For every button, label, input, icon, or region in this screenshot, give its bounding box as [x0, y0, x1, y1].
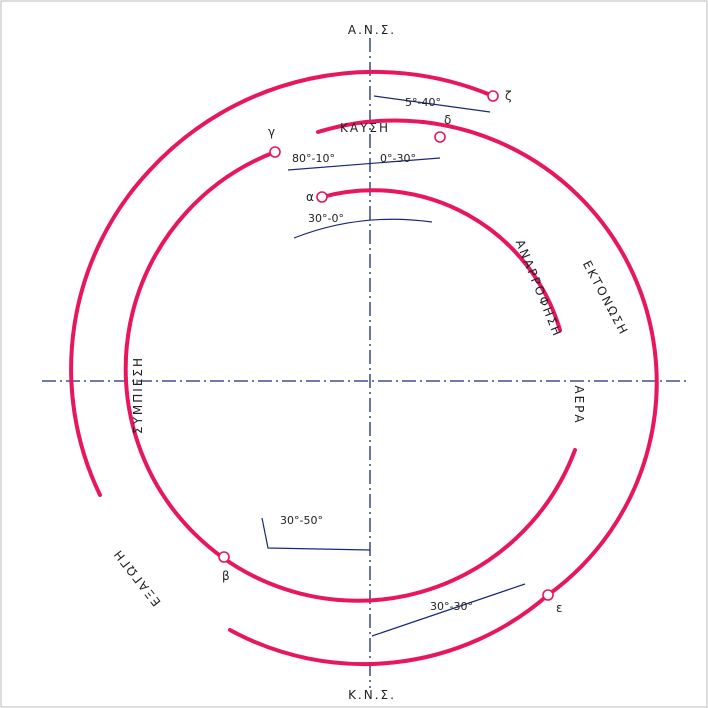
point-label-epsilon: ε: [556, 601, 565, 615]
point-alpha: [316, 191, 328, 203]
angle-epsilon: 30°-30°: [430, 600, 473, 613]
point-epsilon: [542, 589, 554, 601]
arc-exhaust-left: [69, 168, 152, 497]
bottom-label: Κ.Ν.Σ.: [348, 688, 396, 702]
point-delta: [434, 131, 446, 143]
point-label-gamma: γ: [268, 125, 277, 139]
point-label-beta: β: [222, 569, 232, 583]
angle-gamma: 80°-10°: [292, 152, 335, 165]
arc-outer-top: [148, 69, 495, 172]
arc-expansion: [316, 118, 659, 597]
angle-zeta: 5°-40°: [405, 96, 441, 109]
point-label-zeta: ζ: [505, 89, 514, 103]
angle-beta: 30°-50°: [280, 514, 323, 527]
dim-gamma-delta: [287, 157, 441, 171]
dim-beta: [261, 517, 371, 551]
point-zeta: [487, 90, 499, 102]
point-gamma: [269, 146, 281, 158]
angle-alpha: 30°-0°: [308, 212, 344, 225]
dim-alpha: [293, 218, 433, 239]
phase-combustion: ΚΑΥΣΗ: [340, 121, 390, 135]
arc-compression: [123, 150, 577, 603]
dim-epsilon: [371, 583, 526, 637]
point-label-delta: δ: [444, 113, 453, 127]
top-label: Α.Ν.Σ.: [348, 23, 396, 37]
phase-compression: ΣΥΜΠΙΕΣΗ: [131, 356, 145, 434]
point-label-alpha: α: [306, 190, 316, 204]
phase-intake-air: ΑΕΡΑ: [572, 385, 586, 424]
point-beta: [218, 551, 230, 563]
arc-exhaust-bottom: [228, 593, 550, 667]
angle-delta: 0°-30°: [380, 152, 416, 165]
dim-zeta: [373, 95, 491, 113]
arc-intake: [320, 188, 562, 332]
